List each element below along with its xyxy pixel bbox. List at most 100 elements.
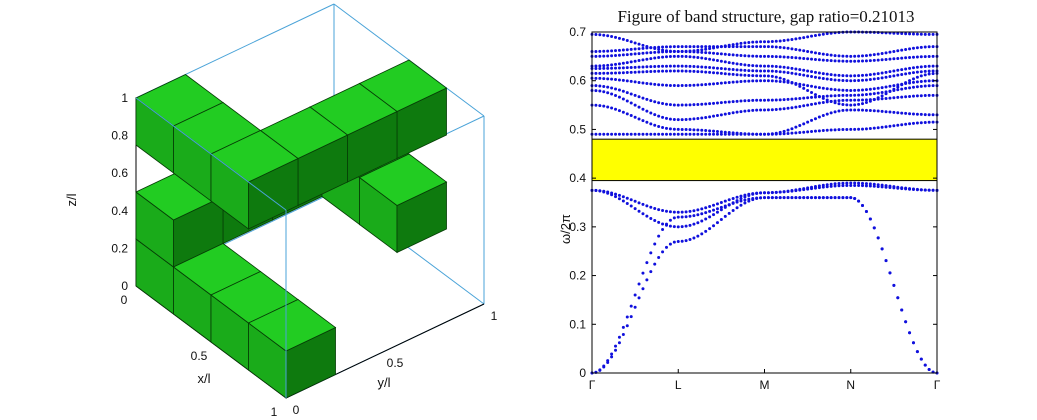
band-point (602, 104, 606, 108)
band-point (723, 132, 727, 136)
band-point (680, 127, 684, 131)
band-point (700, 102, 704, 106)
band-point (653, 132, 657, 136)
band-point (672, 225, 676, 229)
band-point (908, 94, 912, 98)
band-point (602, 54, 606, 58)
band-point (837, 88, 841, 92)
band-point (657, 69, 661, 73)
band-point (680, 225, 684, 229)
band-point (645, 45, 649, 49)
band-point (594, 33, 598, 37)
band-point (731, 196, 735, 200)
band-point (692, 103, 696, 107)
band-point (645, 70, 649, 74)
band-point (845, 196, 849, 200)
band-point (872, 98, 876, 102)
band-point (778, 98, 782, 102)
band-point (598, 66, 602, 70)
band-point (684, 69, 688, 73)
band-point (645, 261, 649, 265)
band-point (864, 182, 868, 186)
band-point (900, 123, 904, 127)
band-point (735, 45, 739, 49)
band-point (904, 47, 908, 51)
band-point (908, 71, 912, 75)
band-point (676, 64, 680, 68)
band-point (715, 45, 719, 49)
band-point (825, 87, 829, 91)
band-point (817, 184, 821, 188)
y-ticks: 0 0.1 0.2 0.3 0.4 0.5 0.6 0.7 (569, 25, 937, 380)
band-point (723, 67, 727, 71)
band-point (688, 223, 692, 227)
band-point (610, 63, 614, 67)
band-point (637, 52, 641, 56)
band-point (872, 77, 876, 81)
band-point (798, 82, 802, 86)
band-point (841, 59, 845, 63)
band-point (837, 54, 841, 58)
band-point (606, 77, 610, 81)
band-point (614, 192, 618, 196)
band-point (868, 217, 872, 221)
band-point (798, 104, 802, 108)
band-point (849, 79, 853, 83)
band-point (668, 45, 672, 49)
band-point (841, 184, 845, 188)
band-point (704, 102, 708, 106)
band-point (594, 76, 598, 80)
band-point (735, 131, 739, 135)
band-point (751, 132, 755, 136)
band-line (590, 196, 939, 375)
band-point (904, 186, 908, 190)
band-point (712, 82, 716, 86)
band-point (739, 41, 743, 45)
band-point (680, 118, 684, 122)
band-point (645, 278, 649, 282)
band-point (770, 98, 774, 102)
band-point (837, 109, 841, 113)
band-point (849, 59, 853, 63)
band-point (763, 196, 766, 200)
band-point (629, 101, 633, 105)
band-point (770, 108, 774, 112)
band-point (641, 81, 645, 85)
band-point (723, 130, 727, 134)
y-tick-label: 0.6 (569, 74, 586, 88)
band-point (825, 77, 829, 81)
band-point (594, 103, 598, 107)
band-point (700, 83, 704, 87)
band-point (872, 72, 876, 76)
band-point (790, 189, 794, 193)
band-point (625, 79, 629, 83)
band-point (833, 196, 837, 200)
band-point (931, 32, 935, 36)
band-point (892, 57, 896, 61)
band-point (614, 66, 618, 70)
band-point (766, 108, 770, 112)
band-point (692, 117, 696, 121)
band-point (782, 129, 786, 133)
band-point (723, 52, 727, 56)
band-point (617, 193, 621, 197)
band-point (904, 81, 908, 85)
band-point (700, 232, 704, 236)
band-point (908, 81, 912, 85)
band-point (629, 132, 633, 136)
band-point (712, 46, 716, 50)
band-point (774, 45, 778, 49)
band-point (723, 60, 727, 64)
band-point (704, 47, 708, 51)
band-point (664, 209, 668, 213)
band-point (625, 61, 629, 65)
band-point (649, 99, 653, 103)
band-point (719, 101, 723, 105)
band-point (837, 181, 841, 185)
band-point (668, 224, 672, 228)
band-point (637, 105, 641, 109)
band-point (629, 52, 633, 56)
band-point (704, 129, 708, 133)
band-point (931, 54, 935, 58)
band-point (810, 50, 814, 54)
